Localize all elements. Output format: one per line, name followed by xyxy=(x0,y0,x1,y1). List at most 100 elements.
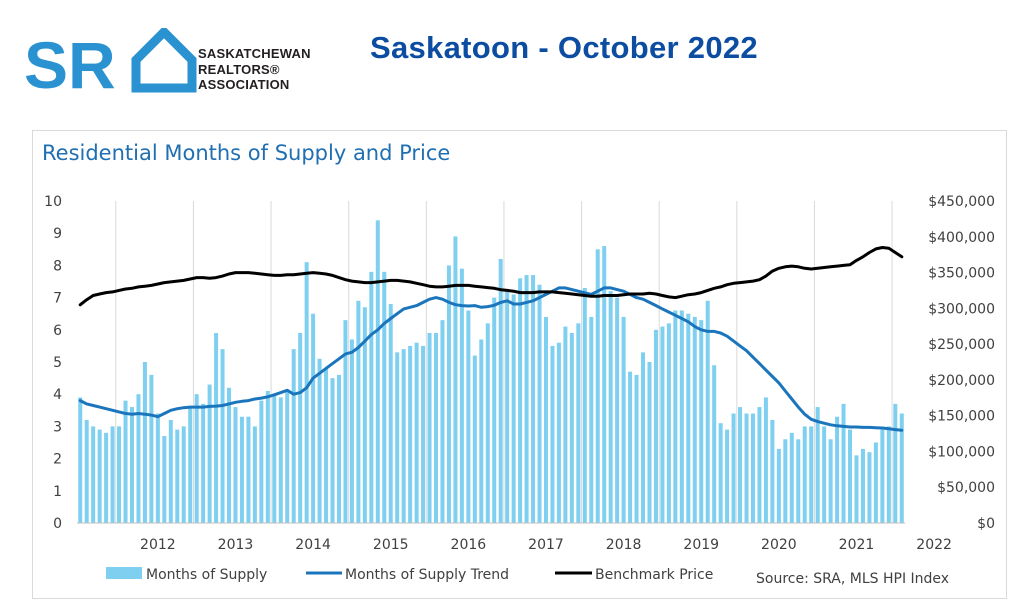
bar-48 xyxy=(388,304,393,523)
bar-88 xyxy=(647,362,652,523)
y-left-tick-9: 9 xyxy=(53,226,62,242)
bar-8 xyxy=(129,407,134,523)
bar-119 xyxy=(848,429,853,523)
bar-66 xyxy=(505,291,510,523)
bar-80 xyxy=(595,249,600,524)
bar-53 xyxy=(421,345,426,523)
bar-4 xyxy=(104,432,109,523)
y-right-tick-0: $0 xyxy=(977,516,995,532)
y-right-tick-9: $450,000 xyxy=(928,194,995,210)
org-line-3: ASSOCIATION xyxy=(198,77,290,92)
bar-29 xyxy=(265,390,270,523)
y-left-tick-2: 2 xyxy=(53,452,62,468)
bar-21 xyxy=(214,333,219,523)
bar-9 xyxy=(136,394,141,523)
sra-logo: SR xyxy=(24,28,197,98)
bar-64 xyxy=(492,297,497,523)
bar-49 xyxy=(395,352,400,523)
bar-83 xyxy=(615,297,620,523)
y-right-tick-3: $150,000 xyxy=(928,409,995,425)
legend-label-months-of-supply: Months of Supply xyxy=(146,567,267,583)
bar-26 xyxy=(246,416,251,523)
bar-56 xyxy=(440,320,445,523)
bar-18 xyxy=(194,394,199,523)
bar-23 xyxy=(227,387,232,523)
house-icon xyxy=(131,28,197,93)
bar-71 xyxy=(537,284,542,523)
bar-107 xyxy=(770,419,775,523)
y-right-tick-2: $100,000 xyxy=(928,444,995,460)
legend-swatch-months-of-supply xyxy=(106,567,142,579)
bar-0 xyxy=(78,397,83,523)
y-left-tick-10: 10 xyxy=(44,194,62,210)
bar-59 xyxy=(459,268,464,523)
bar-61 xyxy=(472,355,477,523)
bar-63 xyxy=(485,323,490,523)
bar-101 xyxy=(731,413,736,523)
bar-42 xyxy=(349,339,354,523)
x-tick-2020: 2020 xyxy=(761,537,797,553)
bar-72 xyxy=(543,316,548,523)
bar-1 xyxy=(84,419,89,523)
bar-58 xyxy=(453,236,458,524)
source-note: Source: SRA, MLS HPI Index xyxy=(756,571,949,587)
bar-86 xyxy=(634,374,639,523)
left-axis: 0 1 2 3 4 5 6 7 8 9 10 xyxy=(44,194,62,532)
bar-14 xyxy=(168,419,173,523)
bar-75 xyxy=(563,326,568,523)
bar-45 xyxy=(369,271,374,523)
bar-37 xyxy=(317,358,322,523)
benchmark-line xyxy=(78,246,904,307)
bar-117 xyxy=(835,416,840,523)
trend-line xyxy=(78,286,904,432)
x-tick-2021: 2021 xyxy=(839,537,875,553)
bar-110 xyxy=(789,432,794,523)
bar-106 xyxy=(763,397,768,523)
y-left-tick-6: 6 xyxy=(53,323,62,339)
chart-title: Residential Months of Supply and Price xyxy=(42,141,451,165)
bar-104 xyxy=(750,413,755,523)
bar-126 xyxy=(893,403,898,523)
bar-105 xyxy=(757,407,762,523)
bar-10 xyxy=(142,362,147,523)
bar-98 xyxy=(712,365,717,523)
x-tick-2022: 2022 xyxy=(916,537,952,553)
bar-85 xyxy=(628,371,633,523)
bar-67 xyxy=(511,294,516,523)
y-left-tick-1: 1 xyxy=(53,484,62,500)
bar-115 xyxy=(822,426,827,523)
bar-13 xyxy=(162,436,167,523)
x-tick-2015: 2015 xyxy=(373,537,409,553)
bar-32 xyxy=(285,390,290,523)
bar-112 xyxy=(802,426,807,523)
y-right-tick-4: $200,000 xyxy=(928,373,995,389)
bar-46 xyxy=(375,220,380,523)
bar-41 xyxy=(343,320,348,523)
y-left-tick-4: 4 xyxy=(53,387,62,403)
y-left-tick-7: 7 xyxy=(53,291,62,307)
bar-70 xyxy=(531,275,536,523)
x-tick-2018: 2018 xyxy=(606,537,642,553)
right-axis: $0 $50,000 $100,000 $150,000 $200,000 $250,00… xyxy=(928,194,995,532)
x-tick-2017: 2017 xyxy=(528,537,564,553)
bar-33 xyxy=(291,349,296,523)
bar-54 xyxy=(427,333,432,523)
bar-74 xyxy=(556,342,561,523)
bar-96 xyxy=(699,320,704,523)
bar-17 xyxy=(188,407,193,523)
bar-28 xyxy=(259,400,264,523)
bar-19 xyxy=(201,403,206,523)
bar-127 xyxy=(899,413,904,523)
bar-25 xyxy=(239,416,244,523)
bar-73 xyxy=(550,345,555,523)
bar-5 xyxy=(110,426,115,523)
bar-93 xyxy=(679,310,684,523)
bar-36 xyxy=(311,313,316,523)
bar-40 xyxy=(336,374,341,523)
y-right-tick-8: $400,000 xyxy=(928,230,995,246)
bar-122 xyxy=(867,452,872,523)
bar-114 xyxy=(815,407,820,523)
bar-102 xyxy=(738,407,743,523)
bar-91 xyxy=(666,323,671,523)
